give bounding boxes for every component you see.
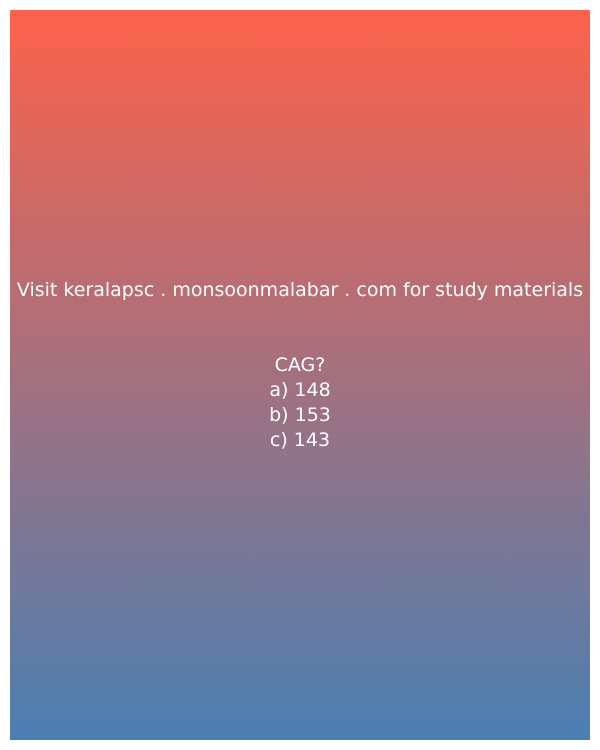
quiz-card: Visit keralapsc . monsoonmalabar . com f…	[10, 10, 590, 740]
promo-headline: Visit keralapsc . monsoonmalabar . com f…	[16, 279, 584, 301]
question-block: CAG? a) 148 b) 153 c) 143	[10, 353, 590, 453]
question-text: CAG?	[274, 354, 326, 376]
option-b: b) 153	[269, 404, 331, 426]
option-c: c) 143	[269, 429, 331, 451]
option-a: a) 148	[269, 379, 331, 401]
